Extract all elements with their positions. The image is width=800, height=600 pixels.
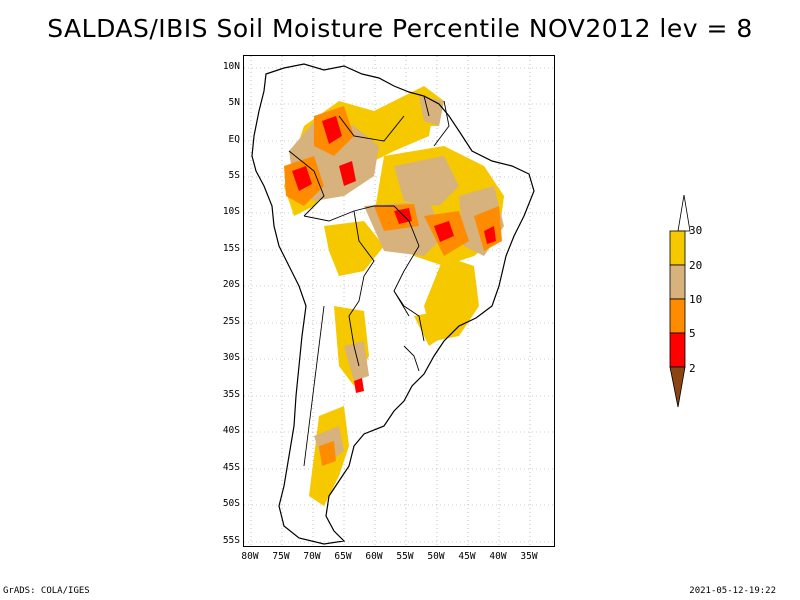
lat-label-5s: 5S bbox=[228, 170, 240, 181]
map-area bbox=[243, 55, 555, 547]
lon-label-75w: 75W bbox=[272, 551, 290, 562]
lat-label-10s: 10S bbox=[222, 206, 240, 217]
footer-credit: GrADS: COLA/IGES bbox=[3, 586, 90, 596]
lat-label-55s: 55S bbox=[222, 535, 240, 546]
lat-label-5n: 5N bbox=[228, 97, 240, 108]
lon-label-65w: 65W bbox=[334, 551, 352, 562]
lon-label-40w: 40W bbox=[489, 551, 507, 562]
lat-label-20s: 20S bbox=[222, 279, 240, 290]
lon-label-50w: 50W bbox=[427, 551, 445, 562]
legend-label-2: 2 bbox=[689, 362, 696, 375]
lon-label-45w: 45W bbox=[458, 551, 476, 562]
lat-label-15s: 15S bbox=[222, 243, 240, 254]
coastline bbox=[251, 63, 535, 545]
legend-label-20: 20 bbox=[689, 259, 703, 272]
map-svg bbox=[244, 56, 554, 546]
legend-swatch-20-30 bbox=[669, 230, 686, 266]
legend-swatch-below-2 bbox=[669, 366, 686, 408]
legend-label-10: 10 bbox=[689, 293, 703, 306]
lat-label-25s: 25S bbox=[222, 316, 240, 327]
country-borders bbox=[288, 95, 450, 467]
lat-label-45s: 45S bbox=[222, 462, 240, 473]
legend-label-30: 30 bbox=[689, 224, 703, 237]
lon-label-70w: 70W bbox=[303, 551, 321, 562]
lon-label-80w: 80W bbox=[241, 551, 259, 562]
map-title: SALDAS/IBIS Soil Moisture Percentile NOV… bbox=[47, 14, 753, 43]
footer-timestamp: 2021-05-12-19:22 bbox=[689, 586, 776, 596]
lat-label-30s: 30S bbox=[222, 352, 240, 363]
lat-label-eq: EQ bbox=[228, 134, 240, 145]
lon-label-55w: 55W bbox=[396, 551, 414, 562]
lat-label-35s: 35S bbox=[222, 389, 240, 400]
lon-label-60w: 60W bbox=[365, 551, 383, 562]
legend-colorbar bbox=[669, 195, 691, 408]
lat-label-40s: 40S bbox=[222, 425, 240, 436]
lat-label-50s: 50S bbox=[222, 498, 240, 509]
lon-label-35w: 35W bbox=[520, 551, 538, 562]
legend-swatch-2-5 bbox=[669, 332, 686, 368]
legend-label-5: 5 bbox=[689, 327, 696, 340]
legend-swatch-5-10 bbox=[669, 298, 686, 334]
lat-label-10n: 10N bbox=[222, 61, 240, 72]
legend-swatch-10-20 bbox=[669, 264, 686, 300]
